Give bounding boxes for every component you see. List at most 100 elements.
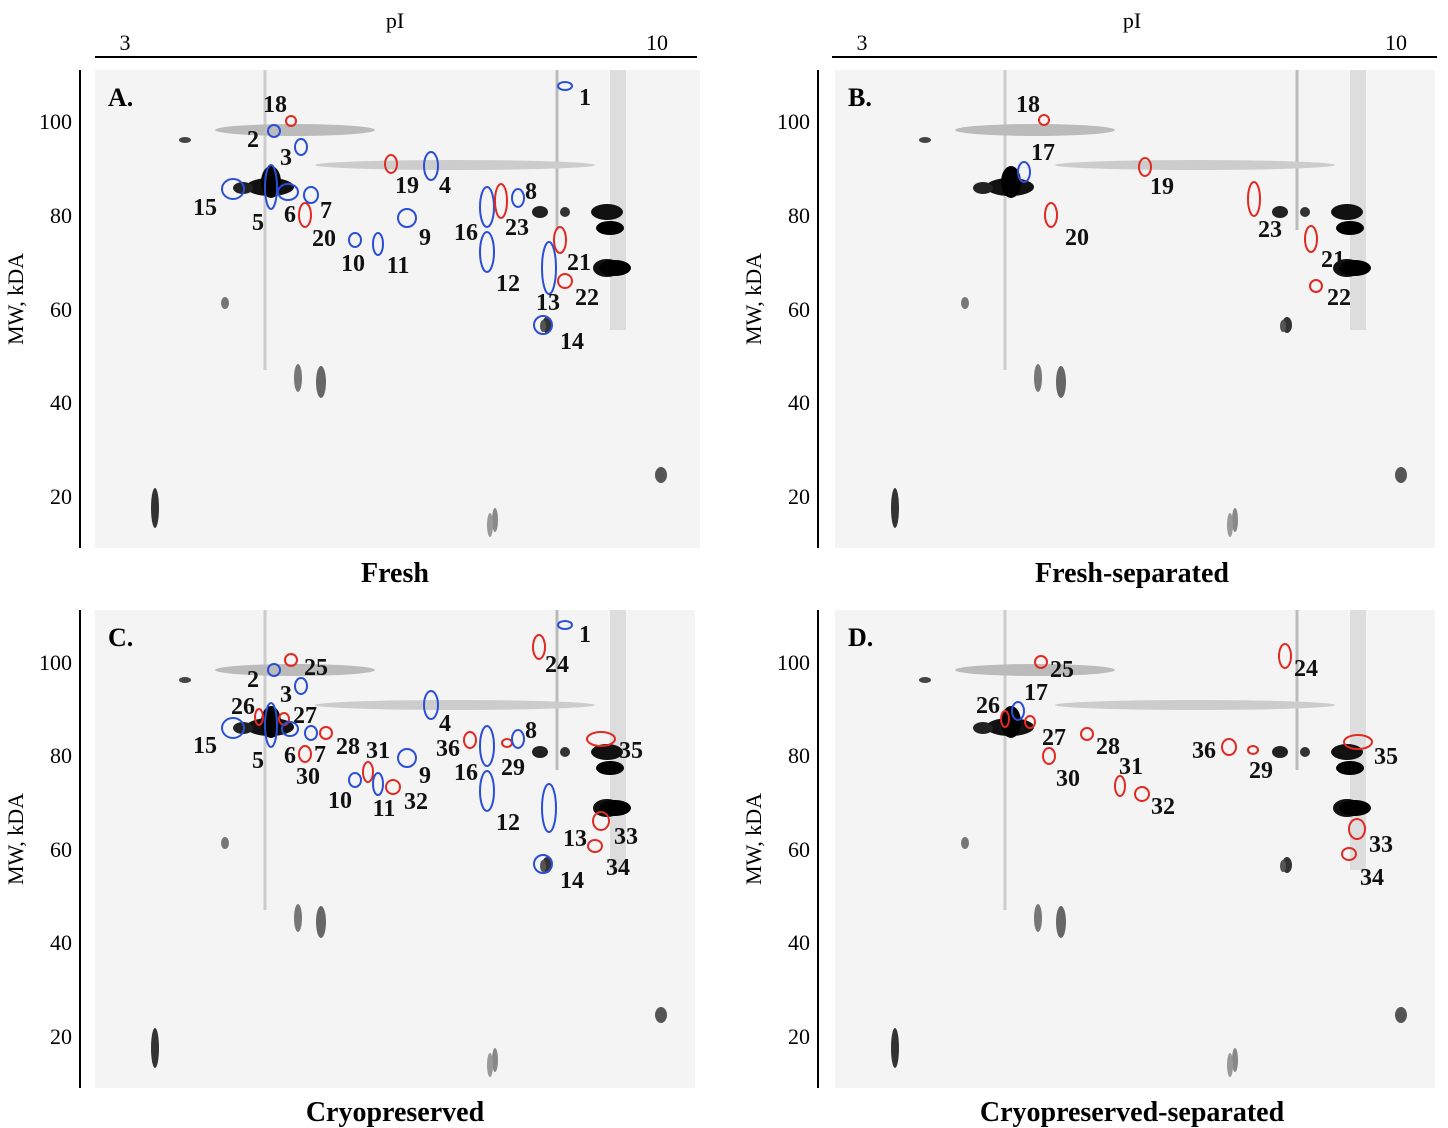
spot-label: 3 xyxy=(280,145,292,171)
spot-label: 14 xyxy=(560,868,584,894)
panel: 100 80 60 40 20 MW, kDA D. Cryopreserved-separa… xyxy=(741,610,1435,1128)
spot-label: 3 xyxy=(280,682,292,708)
spot-label: 14 xyxy=(560,329,584,355)
spot-label: 29 xyxy=(1249,758,1273,784)
spot-label: 21 xyxy=(567,250,591,276)
spot-marker xyxy=(319,726,333,740)
gel-image xyxy=(95,70,700,548)
y-tick-label: 60 xyxy=(788,297,810,322)
spot-label: 2 xyxy=(247,127,259,153)
gel-spot xyxy=(221,297,229,309)
spot-label: 30 xyxy=(1056,766,1080,792)
spot-marker xyxy=(385,779,401,795)
spot-marker xyxy=(1017,161,1031,183)
spot-label: 24 xyxy=(1294,656,1318,682)
spot-label: 30 xyxy=(296,764,320,790)
y-tick-label: 60 xyxy=(50,297,72,322)
gel-spot xyxy=(955,124,1115,136)
y-tick-label: 40 xyxy=(788,930,810,955)
spot-marker xyxy=(553,226,567,254)
spot-label: 11 xyxy=(373,796,396,822)
gel-spot xyxy=(492,1048,498,1072)
gel-spot xyxy=(1034,904,1042,932)
spot-label: 35 xyxy=(619,738,643,764)
spot-label: 25 xyxy=(1050,657,1074,683)
spot-label: 22 xyxy=(575,285,599,311)
gel-spot xyxy=(973,722,993,734)
spot-label: 23 xyxy=(1258,217,1282,243)
spot-marker xyxy=(1038,114,1050,126)
gel-spot xyxy=(1339,800,1371,816)
y-tick-label: 20 xyxy=(788,484,810,509)
spot-marker xyxy=(1134,786,1150,802)
gel-image xyxy=(835,70,1435,548)
spot-marker xyxy=(284,653,298,667)
spot-label: 34 xyxy=(1360,865,1384,891)
spot-label: 6 xyxy=(284,743,296,769)
spot-marker xyxy=(281,721,299,737)
spot-label: 10 xyxy=(328,788,352,814)
gel-spot xyxy=(655,1007,667,1023)
spot-label: 31 xyxy=(366,738,390,764)
spot-label: 9 xyxy=(419,763,431,789)
gel-spot xyxy=(1055,700,1335,710)
gel-spot xyxy=(221,837,229,849)
y-tick-label: 40 xyxy=(788,390,810,415)
spot-label: 7 xyxy=(314,742,326,768)
spot-marker xyxy=(372,232,384,256)
gel-spot xyxy=(1395,467,1407,483)
x-tick-label: 10 xyxy=(1385,30,1407,55)
spot-marker xyxy=(511,729,525,749)
panel: 100 80 60 40 20 MW, kDA pI 3 10 B. Fresh-separated… xyxy=(741,8,1437,589)
spot-label: 8 xyxy=(525,718,537,744)
gel-spot xyxy=(655,467,667,483)
spot-marker xyxy=(479,186,495,228)
spot-label: 35 xyxy=(1374,744,1398,770)
gel-spot xyxy=(315,700,595,710)
gel-image xyxy=(95,610,695,1088)
spot-marker xyxy=(1348,818,1366,840)
gel-spot xyxy=(215,124,375,136)
panel-letter: B. xyxy=(848,83,872,112)
gel-spot xyxy=(1227,513,1233,537)
y-axis-label: MW, kDA xyxy=(3,253,28,345)
spot-label: 36 xyxy=(436,736,460,762)
spot-label: 22 xyxy=(1327,285,1351,311)
spot-marker xyxy=(592,811,610,831)
gel-spot xyxy=(591,744,623,760)
gel-spot xyxy=(540,860,546,872)
spot-marker xyxy=(423,690,439,720)
y-tick-label: 80 xyxy=(788,203,810,228)
spot-marker xyxy=(557,273,573,289)
spot-marker xyxy=(494,183,508,219)
x-axis-label: pI xyxy=(386,8,404,33)
spot-marker xyxy=(298,202,312,228)
spot-label: 4 xyxy=(439,173,451,199)
gel-spot xyxy=(532,746,548,758)
spot-marker xyxy=(267,124,281,138)
spot-marker xyxy=(1343,734,1373,750)
spot-label: 16 xyxy=(454,220,478,246)
spot-label: 26 xyxy=(231,694,255,720)
gel-spot xyxy=(1001,166,1021,198)
gel-image xyxy=(835,610,1435,1088)
y-axis-label: MW, kDA xyxy=(3,793,28,885)
spot-label: 28 xyxy=(1096,734,1120,760)
spot-label: 20 xyxy=(312,226,336,252)
y-axis-label: MW, kDA xyxy=(741,793,766,885)
gel-spot xyxy=(487,1053,493,1077)
gel-spot xyxy=(1300,747,1310,757)
spot-label: 6 xyxy=(284,202,296,228)
spot-marker xyxy=(1080,727,1094,741)
spot-marker xyxy=(463,731,477,749)
spot-label: 15 xyxy=(193,733,217,759)
spot-marker xyxy=(294,677,308,695)
y-tick-label: 80 xyxy=(788,743,810,768)
spot-label: 31 xyxy=(1119,754,1143,780)
spot-label: 2 xyxy=(247,667,259,693)
spot-label: 17 xyxy=(1024,680,1048,706)
spot-marker xyxy=(372,772,384,796)
y-tick-label: 60 xyxy=(788,837,810,862)
panel-letter: A. xyxy=(108,83,133,112)
